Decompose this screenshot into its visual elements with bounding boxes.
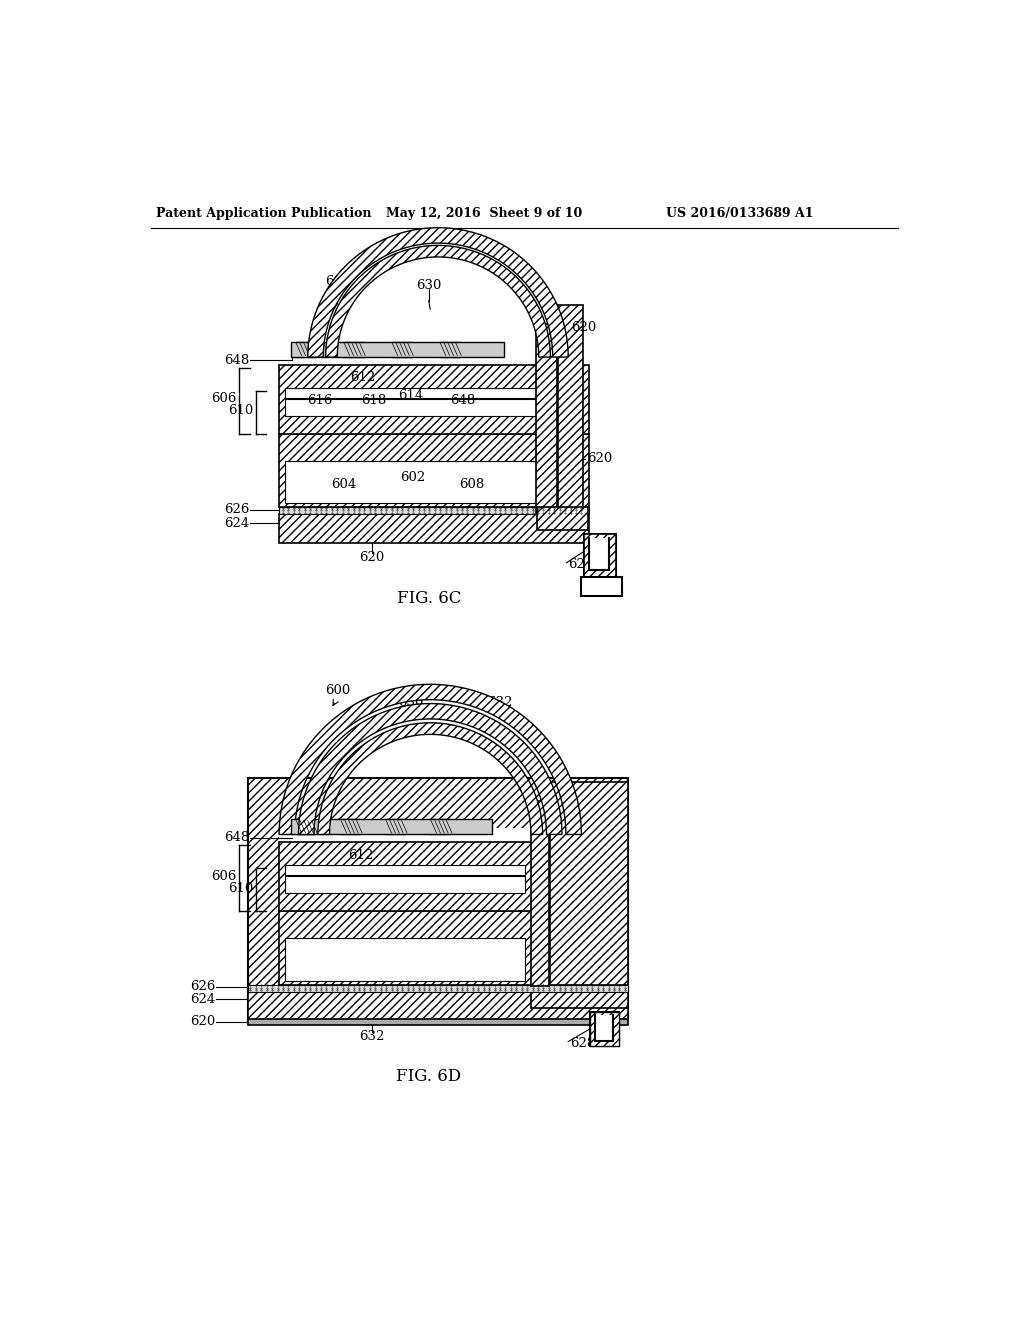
Bar (295, 342, 316, 358)
Text: 618: 618 (358, 871, 383, 884)
Text: 648: 648 (433, 871, 459, 884)
Text: 606: 606 (211, 392, 237, 405)
Text: 624: 624 (190, 993, 216, 1006)
Text: 620: 620 (587, 453, 612, 465)
Bar (550, 781, 628, 990)
Bar (285, 388, 537, 397)
Bar (248, 779, 628, 1016)
Bar (590, 1011, 620, 1047)
Bar (248, 991, 628, 1020)
Bar (280, 507, 589, 513)
Bar (438, 342, 461, 358)
Bar (291, 342, 504, 358)
Text: 630: 630 (416, 279, 441, 292)
Text: 648: 648 (224, 354, 250, 367)
Bar (538, 507, 588, 531)
Bar (280, 434, 589, 507)
Bar (558, 305, 583, 512)
Text: Patent Application Publication: Patent Application Publication (156, 207, 372, 220)
Text: 616: 616 (307, 395, 332, 408)
Bar (584, 535, 616, 577)
Text: 614: 614 (398, 389, 424, 403)
Text: 608: 608 (459, 478, 484, 491)
Text: 628: 628 (568, 558, 594, 572)
Polygon shape (299, 704, 562, 834)
Text: 620: 620 (359, 550, 385, 564)
Text: 604: 604 (331, 478, 356, 491)
Bar (280, 515, 589, 544)
Text: 600: 600 (325, 275, 350, 288)
Text: 628: 628 (569, 1038, 595, 1051)
Text: 624: 624 (224, 517, 250, 529)
Text: 620: 620 (190, 1015, 216, 1028)
Text: US 2016/0133689 A1: US 2016/0133689 A1 (667, 207, 814, 220)
Text: 630: 630 (398, 696, 424, 709)
Polygon shape (317, 723, 543, 834)
Text: 614: 614 (394, 866, 420, 879)
Bar (248, 1019, 628, 1026)
Text: 612: 612 (348, 849, 373, 862)
Polygon shape (308, 228, 568, 358)
Bar (429, 818, 450, 834)
Text: 610: 610 (228, 882, 254, 895)
Text: 648: 648 (224, 832, 250, 843)
Text: 612: 612 (350, 371, 376, 384)
Bar (595, 1015, 613, 1041)
Bar (589, 539, 608, 570)
Text: 602: 602 (398, 949, 424, 962)
Text: 618: 618 (361, 395, 386, 408)
Text: 604: 604 (329, 954, 353, 968)
Bar (391, 342, 413, 358)
Bar (340, 818, 359, 834)
Bar (584, 535, 616, 577)
Text: 608: 608 (457, 954, 481, 968)
Bar (537, 323, 557, 512)
Text: 632: 632 (457, 824, 481, 837)
Bar (343, 342, 365, 358)
Text: 648: 648 (451, 395, 475, 408)
Text: 632: 632 (359, 1030, 385, 1043)
Text: FIG. 6C: FIG. 6C (396, 590, 461, 607)
Polygon shape (280, 684, 582, 834)
Text: May 12, 2016  Sheet 9 of 10: May 12, 2016 Sheet 9 of 10 (386, 207, 583, 220)
Bar (285, 866, 524, 875)
Bar (285, 399, 537, 416)
Bar (582, 577, 622, 595)
Bar (285, 876, 524, 892)
Text: 616: 616 (305, 871, 331, 884)
Text: 600: 600 (325, 684, 350, 697)
Bar (531, 985, 628, 1007)
Bar (285, 461, 537, 503)
Bar (295, 818, 314, 834)
Bar (280, 911, 569, 985)
Text: 626: 626 (224, 503, 250, 516)
Bar (385, 818, 404, 834)
Bar (285, 939, 524, 981)
Bar (280, 364, 589, 434)
Bar (291, 818, 493, 834)
Text: 632: 632 (487, 696, 513, 709)
Text: 620: 620 (571, 321, 597, 334)
Text: FIG. 6D: FIG. 6D (396, 1068, 461, 1085)
Bar (531, 801, 549, 986)
Polygon shape (326, 246, 550, 358)
Bar (280, 842, 569, 911)
Text: 606: 606 (211, 870, 237, 883)
Text: 610: 610 (228, 404, 254, 417)
Text: 620: 620 (464, 871, 489, 884)
Bar (280, 829, 582, 998)
Bar (248, 985, 628, 991)
Text: 626: 626 (190, 981, 216, 994)
Bar (590, 1011, 620, 1047)
Text: 602: 602 (400, 471, 426, 484)
